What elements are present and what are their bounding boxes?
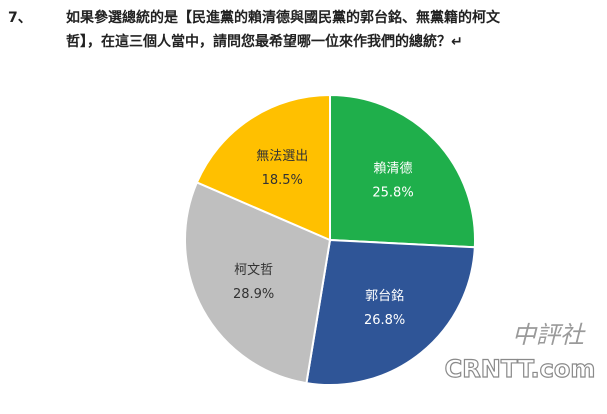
- pie: 賴清德 25.8% 郭台銘 26.8% 柯文哲 28.9% 無法選出 18.5%: [184, 93, 476, 386]
- pie-slice: [329, 93, 476, 249]
- slice-label: 郭台銘: [365, 288, 404, 304]
- watermark: 中評社: [512, 321, 586, 349]
- pie-slice: [305, 238, 476, 386]
- pie-slice: [184, 181, 332, 385]
- question-line: 如果參選總統的是【民進黨的賴清德與國民黨的郭台銘、無黨籍的柯文: [66, 9, 501, 26]
- slice-value: 26.8%: [364, 313, 405, 328]
- question-line: 哲】，在這三個人當中，請問您最希望哪一位來作我們的總統？↵: [66, 33, 463, 50]
- slice-value: 18.5%: [262, 173, 303, 188]
- pie-slice: [195, 93, 331, 242]
- slice-label: 柯文哲: [234, 263, 273, 278]
- slice-label: 無法選出: [256, 149, 308, 164]
- watermark: CRNTT.com: [445, 355, 596, 383]
- question-number: 7、: [8, 10, 32, 26]
- slice-value: 28.9%: [233, 287, 274, 302]
- slice-label: 賴清德: [374, 162, 413, 177]
- slice-value: 25.8%: [372, 186, 413, 201]
